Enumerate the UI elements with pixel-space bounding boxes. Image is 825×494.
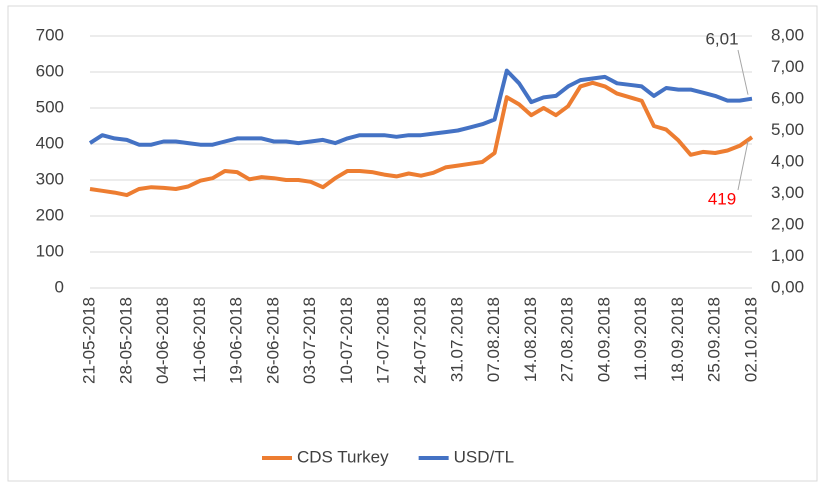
x-tick-label: 14.08.2018 <box>521 297 540 382</box>
y-tick-label: 100 <box>36 241 64 260</box>
data-label: 6,01 <box>705 29 738 48</box>
x-tick-label: 10-07-2018 <box>337 297 356 384</box>
y-tick-label: 700 <box>36 25 64 44</box>
x-tick-label: 04-06-2018 <box>153 297 172 384</box>
y2-tick-label: 7,00 <box>771 57 804 76</box>
y2-tick-label: 2,00 <box>771 214 804 233</box>
x-tick-label: 07.08.2018 <box>484 297 503 382</box>
y-tick-label: 600 <box>36 61 64 80</box>
y2-tick-label: 3,00 <box>771 183 804 202</box>
y2-tick-label: 5,00 <box>771 120 804 139</box>
legend-label: USD/TL <box>454 447 514 466</box>
x-tick-label: 18.09.2018 <box>668 297 687 382</box>
y2-tick-label: 0,00 <box>771 277 804 296</box>
x-tick-label: 25.09.2018 <box>705 297 724 382</box>
x-tick-label: 11-06-2018 <box>190 297 209 383</box>
y-tick-label: 200 <box>36 205 64 224</box>
y2-tick-label: 4,00 <box>771 151 804 170</box>
x-tick-label: 03-07-2018 <box>300 297 319 384</box>
x-tick-label: 19-06-2018 <box>227 297 246 384</box>
x-tick-label: 27.08.2018 <box>558 297 577 382</box>
x-tick-label: 02.10.2018 <box>741 297 760 382</box>
x-tick-label: 17-07-2018 <box>374 297 393 384</box>
x-tick-label: 11.09.2018 <box>631 297 650 381</box>
y2-tick-label: 1,00 <box>771 246 804 265</box>
data-label: 419 <box>708 189 736 208</box>
x-tick-label: 31.07.2018 <box>447 297 466 382</box>
y2-tick-label: 6,00 <box>771 88 804 107</box>
y-tick-label: 0 <box>55 277 64 296</box>
y-tick-label: 400 <box>36 133 64 152</box>
series-line <box>88 68 753 147</box>
label-leader <box>737 141 749 191</box>
x-tick-label: 24-07-2018 <box>410 297 429 384</box>
chart-frame <box>7 5 818 482</box>
series-line <box>89 80 754 198</box>
x-tick-label: 21-05-2018 <box>79 297 98 384</box>
y2-tick-label: 8,00 <box>771 25 804 44</box>
x-tick-label: 28-05-2018 <box>116 297 135 384</box>
legend-label: CDS Turkey <box>297 447 389 466</box>
y-tick-label: 500 <box>36 97 64 116</box>
x-tick-label: 04.09.2018 <box>594 297 613 382</box>
x-tick-label: 26-06-2018 <box>263 297 282 384</box>
y-tick-label: 300 <box>36 169 64 188</box>
label-leader <box>737 49 749 95</box>
